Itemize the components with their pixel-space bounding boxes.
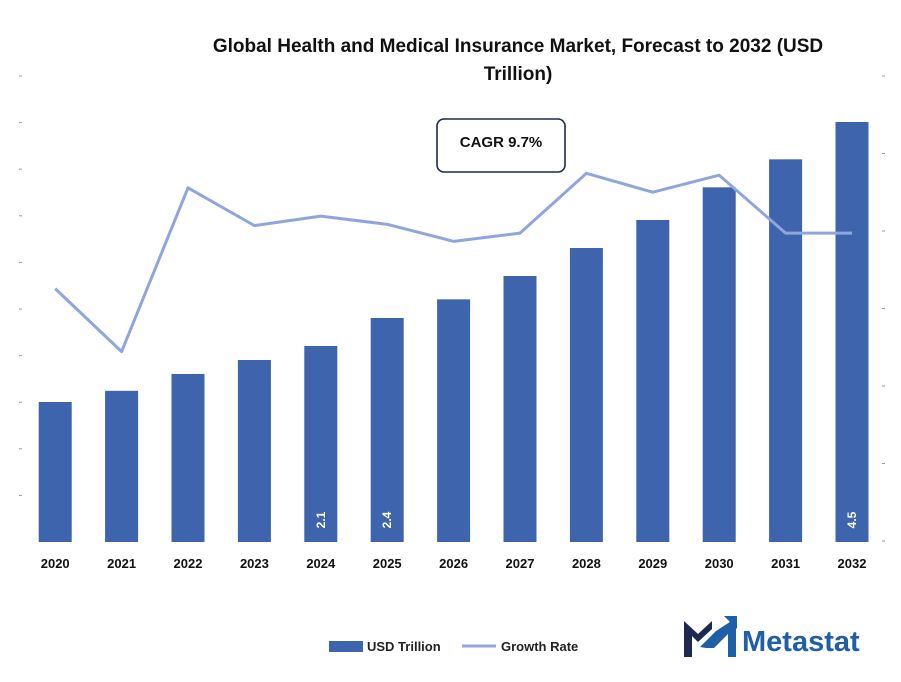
cagr-annotation-text: CAGR 9.7% <box>460 134 543 151</box>
bar-data-label-2032: 4.5 <box>845 511 859 528</box>
bar-2023 <box>237 360 271 542</box>
secondary-axis-ticks <box>882 75 885 542</box>
bar-2030 <box>702 187 736 543</box>
x-tick-label-2020: 2020 <box>41 556 70 571</box>
cagr-annotation: CAGR 9.7% <box>436 118 566 173</box>
bar-2032 <box>835 122 869 542</box>
x-tick-label-2030: 2030 <box>705 556 734 571</box>
bar-data-label-2024: 2.1 <box>314 511 328 528</box>
bar-2021 <box>105 390 139 542</box>
legend-swatch-bar <box>329 641 363 652</box>
x-tick-label-2032: 2032 <box>838 556 867 571</box>
brand-name: Metastat <box>742 626 860 658</box>
cagr-annotation-box <box>436 118 566 173</box>
bar-data-labels: 2.1 2.4 4.5 <box>314 511 859 528</box>
x-tick-label-2029: 2029 <box>638 556 667 571</box>
bar-2029 <box>636 220 670 542</box>
x-tick-label-2027: 2027 <box>506 556 535 571</box>
bar-data-label-2025: 2.4 <box>380 511 394 528</box>
line-series <box>54 171 852 354</box>
x-tick-label-2021: 2021 <box>107 556 136 571</box>
bar-2027 <box>503 276 537 542</box>
bar-2024 <box>304 346 338 542</box>
growth-rate-line <box>54 171 852 354</box>
bar-2022 <box>171 374 205 542</box>
x-tick-label-2025: 2025 <box>373 556 402 571</box>
x-tick-label-2031: 2031 <box>771 556 800 571</box>
x-tick-label-2024: 2024 <box>306 556 336 571</box>
brand-logo: Metastat <box>684 616 860 658</box>
bar-2031 <box>769 159 803 543</box>
category-axis-labels: 2020 2021 2022 2023 2024 2025 2026 2027 2028 2029… <box>41 556 867 571</box>
x-tick-label-2028: 2028 <box>572 556 601 571</box>
bar-2028 <box>569 248 603 542</box>
x-tick-label-2026: 2026 <box>439 556 468 571</box>
primary-axis-ticks <box>19 75 22 496</box>
chart-title-line-2: Trillion) <box>484 64 553 85</box>
bar-2026 <box>437 299 471 542</box>
legend: USD Trillion Growth Rate <box>329 639 578 654</box>
metastat-m-logo-icon <box>684 616 737 657</box>
x-tick-label-2022: 2022 <box>174 556 203 571</box>
bar-2020 <box>38 402 72 542</box>
legend-label-bar: USD Trillion <box>367 639 441 654</box>
bar-2025 <box>370 318 404 542</box>
x-tick-label-2023: 2023 <box>240 556 269 571</box>
chart-title: Global Health and Medical Insurance Mark… <box>213 36 823 57</box>
bar-series <box>38 122 869 543</box>
legend-label-line: Growth Rate <box>501 639 578 654</box>
